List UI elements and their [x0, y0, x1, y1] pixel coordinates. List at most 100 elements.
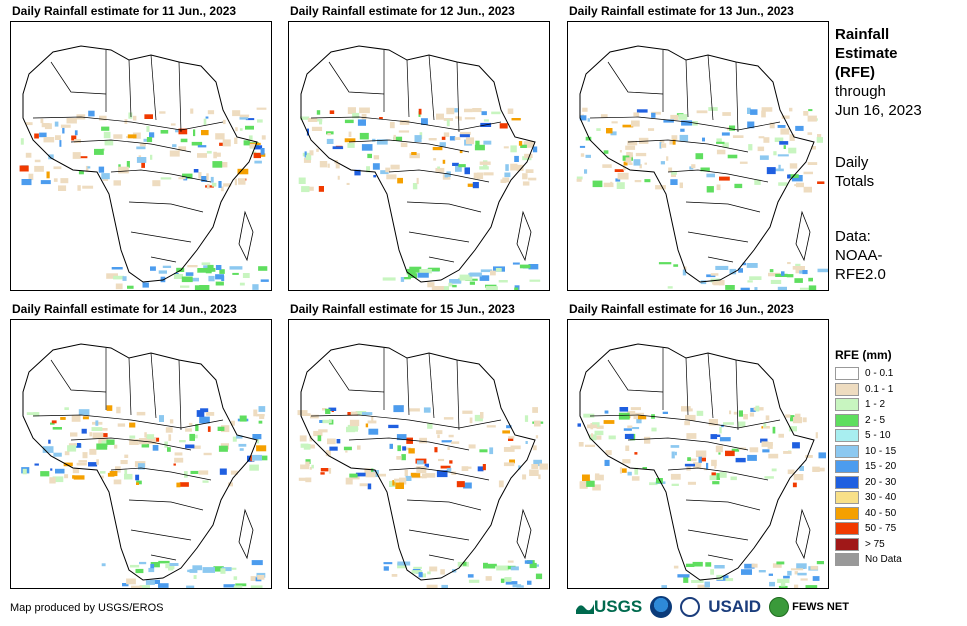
rainfall-cell	[769, 581, 775, 587]
rainfall-cell	[60, 178, 69, 184]
rainfall-cell	[113, 180, 121, 186]
rainfall-cell	[89, 432, 93, 437]
usaid-logo: USAID	[708, 597, 762, 616]
rainfall-cell	[695, 153, 704, 160]
rainfall-cell	[362, 412, 373, 416]
rainfall-cell	[307, 186, 314, 191]
rainfall-cell	[629, 152, 633, 158]
country-border	[50, 359, 107, 393]
rainfall-cell	[626, 152, 631, 156]
rainfall-cell	[221, 567, 232, 572]
rainfall-cell	[763, 422, 767, 428]
rainfall-cell	[630, 407, 641, 411]
rainfall-cell	[345, 450, 348, 453]
rainfall-cell	[215, 281, 224, 286]
rainfall-cell	[719, 472, 727, 478]
rainfall-cell	[661, 143, 667, 148]
rainfall-cell	[344, 119, 354, 124]
rainfall-cell	[313, 430, 323, 437]
panel-title: Daily Rainfall estimate for 11 Jun., 202…	[12, 4, 237, 18]
rainfall-cell	[627, 140, 638, 146]
rainfall-cell	[507, 560, 514, 563]
rainfall-cell	[791, 175, 803, 182]
rainfall-cell	[479, 449, 488, 453]
rainfall-cell	[389, 443, 393, 449]
panel-title: Daily Rainfall estimate for 12 Jun., 202…	[290, 4, 515, 18]
rainfall-cell	[150, 579, 160, 584]
rainfall-cell	[437, 434, 440, 439]
rainfall-cell	[719, 176, 730, 181]
rainfall-cell	[303, 157, 311, 163]
rainfall-cell	[788, 426, 797, 432]
rainfall-cell	[355, 411, 367, 415]
rainfall-cell	[500, 578, 505, 583]
rainfall-cell	[349, 419, 360, 427]
rainfall-cell	[99, 433, 108, 438]
rainfall-cell	[741, 569, 752, 575]
rainfall-cell	[77, 156, 88, 159]
rainfall-cell	[796, 563, 807, 569]
rainfall-cell	[243, 140, 251, 146]
rainfall-cell	[436, 113, 444, 120]
rainfall-cell	[139, 561, 147, 565]
daily-label: Daily	[835, 154, 869, 171]
rainfall-cell	[305, 477, 312, 483]
rainfall-cell	[367, 153, 372, 159]
rainfall-cell	[434, 447, 438, 453]
rainfall-cell	[781, 271, 785, 276]
country-border	[150, 256, 177, 263]
rainfall-cell	[21, 179, 32, 186]
rainfall-cell	[730, 476, 737, 481]
rainfall-cell	[480, 269, 493, 273]
rainfall-cell	[309, 466, 312, 470]
rainfall-cell	[52, 427, 62, 430]
rainfall-cell	[136, 157, 147, 163]
rainfall-cell	[729, 410, 732, 415]
rainfall-cell	[518, 141, 523, 146]
rainfall-cell	[365, 423, 369, 428]
rainfall-cell	[673, 264, 679, 267]
rainfall-cell	[619, 467, 622, 474]
rainfall-cell	[312, 119, 323, 122]
globe-icon	[769, 597, 790, 617]
rainfall-cell	[666, 156, 669, 161]
rainfall-cell	[780, 128, 790, 135]
rainfall-cell	[118, 166, 129, 174]
rainfall-cell	[176, 482, 181, 488]
rainfall-cell	[197, 268, 208, 273]
rainfall-cell	[122, 276, 127, 281]
legend-label: 5 - 10	[865, 430, 891, 442]
rainfall-cell	[307, 118, 318, 122]
rainfall-cell	[576, 176, 583, 180]
rainfall-cell	[700, 167, 710, 172]
rainfall-cell	[616, 182, 625, 189]
rainfall-cell	[129, 435, 136, 439]
legend-swatch	[835, 444, 859, 458]
rainfall-cell	[817, 268, 828, 273]
rainfall-cell	[716, 574, 723, 580]
rainfall-cell	[489, 447, 494, 455]
rainfall-cell	[85, 165, 89, 172]
rainfall-cell	[343, 446, 352, 451]
madagascar-outline	[238, 508, 254, 560]
rainfall-cell	[136, 146, 146, 150]
rainfall-cell	[480, 412, 484, 419]
rainfall-cell	[765, 415, 770, 421]
rainfall-cell	[74, 139, 81, 143]
rainfall-cell	[455, 165, 462, 172]
rainfall-cell	[764, 476, 774, 479]
rainfall-cell	[528, 177, 537, 181]
rainfall-cell	[449, 136, 456, 141]
rainfall-cell	[60, 124, 71, 128]
rainfall-cell	[716, 138, 722, 144]
rainfall-cell	[777, 286, 787, 290]
rainfall-cell	[144, 432, 147, 438]
rainfall-cell	[189, 433, 195, 441]
rainfall-cell	[416, 466, 427, 474]
rainfall-cell	[520, 144, 527, 148]
rainfall-cell	[404, 469, 408, 477]
rainfall-cell	[763, 426, 770, 429]
rainfall-cell	[503, 146, 509, 149]
rainfall-cell	[391, 574, 398, 577]
rainfall-cell	[432, 147, 443, 151]
